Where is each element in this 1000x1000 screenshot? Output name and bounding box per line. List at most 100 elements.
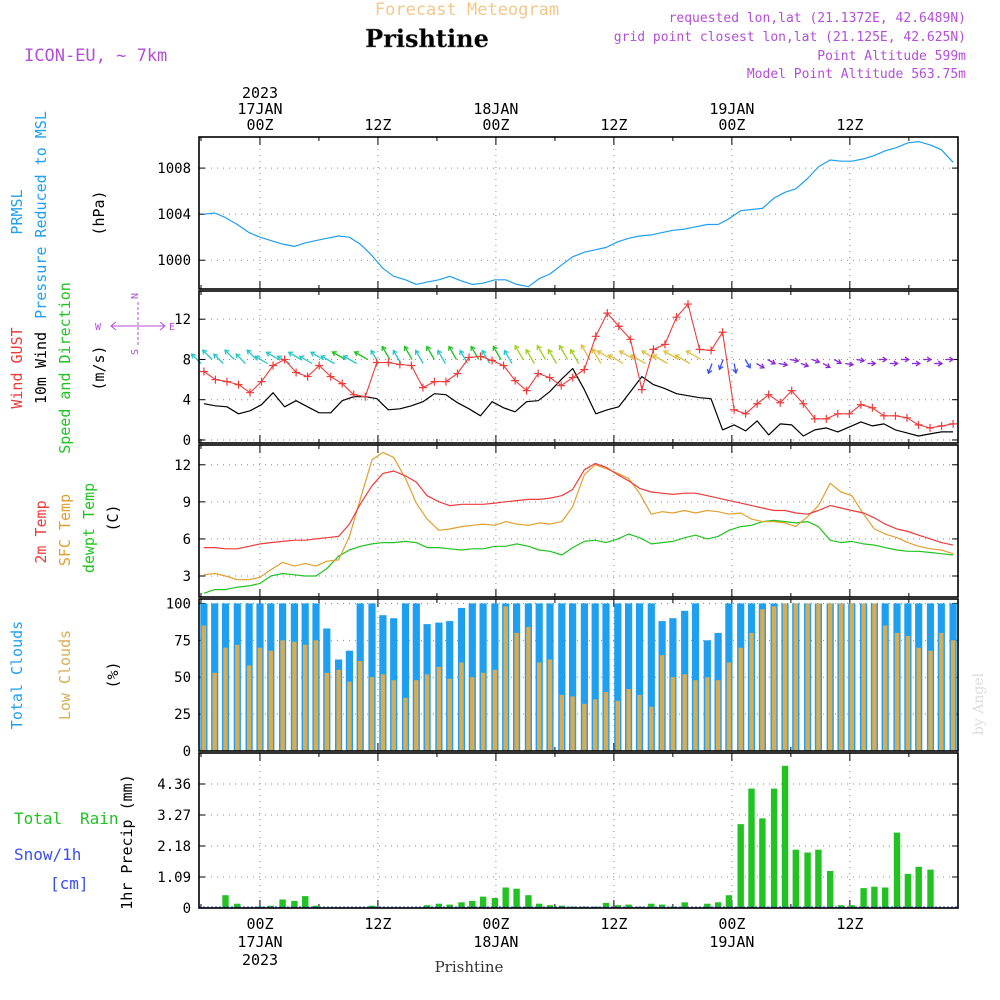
wind-arrow-head xyxy=(782,361,789,368)
low-cloud-bar xyxy=(480,672,486,751)
requested-coords: requested lon,lat (21.1372E, 42.6489N) xyxy=(669,11,966,26)
rain-bar xyxy=(725,895,733,908)
footer-location: Prishtine xyxy=(435,958,504,976)
low-cloud-bar xyxy=(603,692,609,751)
low-cloud-bar xyxy=(849,603,854,751)
wind-arrow xyxy=(789,358,799,362)
rain-bar xyxy=(458,902,465,908)
y-tick-label: 12 xyxy=(174,312,191,328)
gust-marker xyxy=(926,423,935,432)
rain-bar xyxy=(648,903,655,908)
wind-arrow xyxy=(492,346,502,360)
low-cloud-bar xyxy=(246,665,252,751)
time-label-top: 00Z xyxy=(246,116,273,134)
wind-arrow-head xyxy=(651,354,658,360)
low-cloud-bar xyxy=(894,632,900,751)
low-cloud-bar xyxy=(861,603,866,751)
rain-bar xyxy=(446,904,453,908)
rain-bar xyxy=(714,902,722,908)
wind-arrow-head xyxy=(871,360,877,367)
wind-arrow-head xyxy=(640,350,647,356)
low-cloud-bar xyxy=(659,655,665,751)
gust-marker xyxy=(845,409,854,418)
time-label-top: 12Z xyxy=(364,116,391,134)
low-cloud-bar xyxy=(268,650,273,751)
rain-bar xyxy=(893,832,901,908)
y-tick-label: 100 xyxy=(166,596,191,612)
y-tick-label: 4 xyxy=(183,393,191,409)
rain-bar xyxy=(302,896,309,908)
wind-arrow-head xyxy=(793,357,800,364)
low-cloud-bar xyxy=(916,647,921,751)
low-cloud-bar xyxy=(303,644,308,751)
wind-arrow-head xyxy=(470,345,476,352)
snow-label: Snow/1h xyxy=(14,845,81,864)
time-label-top: 12Z xyxy=(836,116,863,134)
gust-marker xyxy=(384,358,393,367)
y-tick-label: 1008 xyxy=(157,161,191,177)
low-cloud-bar xyxy=(492,669,498,751)
low-clouds-label: Low Clouds xyxy=(56,630,74,720)
gust-marker xyxy=(280,355,289,364)
wind-arrow-head xyxy=(569,348,576,355)
low-cloud-bar xyxy=(828,603,833,751)
gust-marker xyxy=(914,420,923,429)
snow-unit: [cm] xyxy=(50,874,89,893)
compass-s: S xyxy=(130,349,141,355)
low-cloud-bar xyxy=(313,640,319,751)
wind-arrow xyxy=(343,355,357,365)
wind-arrow xyxy=(310,351,324,361)
low-cloud-bar xyxy=(749,632,754,751)
wind-arrow-head xyxy=(246,349,252,355)
total-cloud-bar xyxy=(614,603,622,751)
rain-bar xyxy=(770,788,778,908)
rain-bar xyxy=(558,905,565,908)
wind-arrow-head xyxy=(848,361,855,368)
rain-bar xyxy=(882,887,889,908)
compass-n: N xyxy=(130,293,141,299)
rain-bar xyxy=(681,902,688,908)
wind-arrow-head xyxy=(948,356,955,363)
wind-arrow-head xyxy=(235,353,241,359)
wind-arrow xyxy=(707,363,713,374)
y-tick-label: 12 xyxy=(174,458,191,474)
low-cloud-bar xyxy=(738,647,743,751)
y-tick-label: 0 xyxy=(183,744,191,760)
low-cloud-bar xyxy=(682,674,687,751)
gust-marker xyxy=(418,383,427,392)
dewpt-label: dewpt Temp xyxy=(80,483,98,573)
gust-marker xyxy=(557,381,566,390)
rain-bar xyxy=(704,903,711,908)
wind-arrow-head xyxy=(904,356,910,363)
wind-arrow-head xyxy=(732,368,739,375)
gust-marker xyxy=(660,340,669,349)
gust-marker xyxy=(522,386,531,395)
low-cloud-bar xyxy=(771,606,777,751)
total-cloud-bar xyxy=(569,603,577,751)
gust-marker xyxy=(349,390,358,399)
precip-unit: 1hr Precip (mm) xyxy=(118,774,136,909)
wind-arrow xyxy=(481,350,491,364)
wind-arrow-head xyxy=(591,347,597,354)
gust-marker xyxy=(799,399,808,408)
wind-arrow-head xyxy=(287,351,294,357)
gust-marker xyxy=(199,367,208,376)
wind-arrow xyxy=(547,349,558,364)
wind-arrow xyxy=(778,362,788,366)
gust-marker xyxy=(949,419,958,428)
low-cloud-bar xyxy=(559,694,564,751)
wind-arrow xyxy=(235,353,246,364)
y-tick-label: 3.27 xyxy=(157,808,191,824)
wind-arrow-head xyxy=(276,355,283,361)
time-label-top: 19JAN xyxy=(709,100,754,118)
time-label-bottom: 12Z xyxy=(364,915,391,933)
time-label-bottom: 12Z xyxy=(836,915,863,933)
low-cloud-bar xyxy=(358,661,363,751)
model-label: ICON-EU, ~ 7km xyxy=(24,46,167,66)
wind-arrow-head xyxy=(503,349,509,356)
gust-marker xyxy=(580,365,589,374)
time-label-bottom: 19JAN xyxy=(709,933,754,951)
low-cloud-bar xyxy=(816,603,821,751)
y-tick-label: 1.09 xyxy=(157,870,191,886)
wind-arrow xyxy=(744,359,751,369)
